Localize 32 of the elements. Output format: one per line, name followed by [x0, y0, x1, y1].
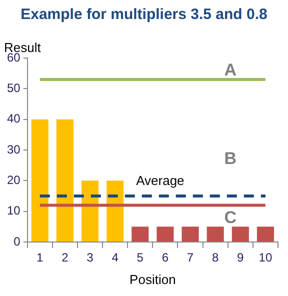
bar [106, 180, 124, 242]
x-tick-label: 10 [258, 250, 272, 265]
bar [256, 226, 274, 242]
annotation: C [224, 208, 237, 227]
bar [232, 226, 249, 242]
bar [132, 226, 149, 242]
x-axis-title: Position [130, 272, 176, 287]
x-tick-label: 4 [112, 250, 119, 265]
x-tick-label: 5 [136, 250, 144, 265]
chart-title: Example for multipliers 3.5 and 0.8 [20, 6, 268, 23]
x-tick-label: 6 [162, 250, 169, 265]
x-tick-label: 8 [212, 250, 219, 265]
annotation: A [224, 60, 237, 80]
bar [56, 119, 74, 242]
y-tick-label: 40 [6, 112, 21, 126]
x-tick-label: 3 [86, 250, 94, 265]
bar [206, 226, 224, 242]
x-tick-label: 9 [237, 250, 244, 265]
bar [31, 119, 48, 242]
y-tick-label: 20 [6, 172, 21, 187]
bar [182, 226, 199, 242]
y-tick-label: 10 [6, 204, 21, 218]
bar [156, 226, 174, 242]
x-tick-label: 7 [186, 250, 194, 265]
y-tick-label: 30 [6, 142, 21, 156]
y-tick-label: 0 [14, 234, 21, 248]
x-tick-label: 2 [62, 250, 69, 265]
y-tick-label: 50 [6, 80, 21, 95]
annotation: B [224, 148, 237, 168]
bar [81, 180, 99, 242]
x-tick-label: 1 [36, 250, 44, 265]
annotation: Average [136, 172, 184, 188]
